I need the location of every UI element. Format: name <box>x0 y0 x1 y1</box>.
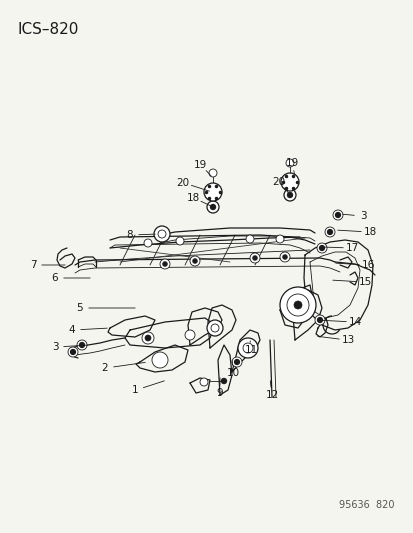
Text: 20: 20 <box>176 178 189 188</box>
Circle shape <box>185 330 195 340</box>
Text: 3: 3 <box>52 342 58 352</box>
Circle shape <box>335 213 339 217</box>
Circle shape <box>190 256 199 266</box>
Circle shape <box>145 335 151 341</box>
Text: 19: 19 <box>193 160 206 170</box>
Circle shape <box>324 227 334 237</box>
Circle shape <box>209 204 216 210</box>
Text: 2: 2 <box>102 363 108 373</box>
Text: 1: 1 <box>131 385 138 395</box>
Text: 15: 15 <box>358 277 371 287</box>
Circle shape <box>176 237 183 245</box>
Circle shape <box>293 301 301 309</box>
Text: 3: 3 <box>359 211 366 221</box>
Circle shape <box>237 338 257 358</box>
Circle shape <box>70 350 75 354</box>
Circle shape <box>319 246 324 251</box>
Text: 18: 18 <box>363 227 376 237</box>
Circle shape <box>68 347 78 357</box>
Circle shape <box>245 235 254 243</box>
Text: 7: 7 <box>30 260 36 270</box>
Text: 14: 14 <box>347 317 361 327</box>
Circle shape <box>142 332 154 344</box>
Circle shape <box>159 259 170 269</box>
Text: 95636  820: 95636 820 <box>339 500 394 510</box>
Circle shape <box>231 357 242 367</box>
Text: ICS–820: ICS–820 <box>18 22 79 37</box>
Circle shape <box>275 235 283 243</box>
Text: 20: 20 <box>272 177 285 187</box>
Circle shape <box>327 230 332 235</box>
Circle shape <box>206 201 218 213</box>
Text: 19: 19 <box>285 158 298 168</box>
Circle shape <box>192 259 197 263</box>
Circle shape <box>79 343 84 348</box>
Text: 8: 8 <box>126 230 133 240</box>
Circle shape <box>252 255 257 261</box>
Circle shape <box>280 173 298 191</box>
Text: 6: 6 <box>52 273 58 283</box>
Circle shape <box>279 287 315 323</box>
Circle shape <box>285 159 293 167</box>
Circle shape <box>199 378 207 386</box>
Circle shape <box>221 378 226 384</box>
Text: 4: 4 <box>69 325 75 335</box>
Circle shape <box>249 253 259 263</box>
Text: 16: 16 <box>361 260 374 270</box>
Circle shape <box>77 340 87 350</box>
Circle shape <box>154 226 170 242</box>
Text: 10: 10 <box>226 368 239 378</box>
Circle shape <box>314 315 324 325</box>
Text: 13: 13 <box>341 335 354 345</box>
Text: 11: 11 <box>244 345 257 355</box>
Circle shape <box>209 169 216 177</box>
Circle shape <box>282 254 287 260</box>
Circle shape <box>332 210 342 220</box>
Circle shape <box>234 359 239 365</box>
Text: 9: 9 <box>216 388 223 398</box>
Text: 17: 17 <box>344 243 358 253</box>
Circle shape <box>162 262 167 266</box>
Circle shape <box>152 352 168 368</box>
Circle shape <box>317 318 322 322</box>
Circle shape <box>316 243 326 253</box>
Text: 5: 5 <box>76 303 83 313</box>
Text: 18: 18 <box>186 193 199 203</box>
Circle shape <box>204 183 221 201</box>
Text: 12: 12 <box>265 390 278 400</box>
Circle shape <box>206 320 223 336</box>
Circle shape <box>286 192 292 198</box>
Circle shape <box>144 239 152 247</box>
Circle shape <box>279 252 289 262</box>
Circle shape <box>283 189 295 201</box>
